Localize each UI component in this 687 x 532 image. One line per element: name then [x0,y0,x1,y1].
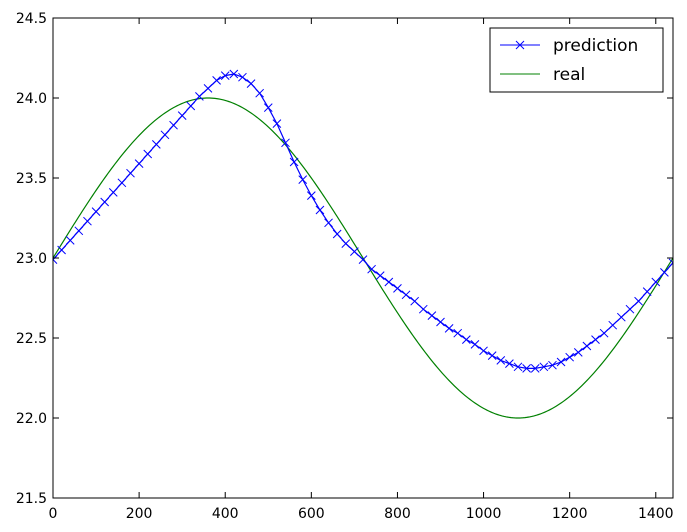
prediction-point [169,120,178,130]
prediction-point [651,277,661,287]
prediction-point [151,140,161,149]
prediction-point [108,188,118,197]
prediction-point [332,229,342,239]
prediction-point [229,69,239,79]
prediction-point [616,312,626,322]
prediction-point [427,311,437,320]
y-tick-label: 22.5 [16,331,47,347]
prediction-point [83,216,92,226]
prediction-point [289,157,299,167]
prediction-point [74,226,84,236]
prediction-point [436,317,445,327]
prediction-point [367,264,376,274]
prediction-point [384,277,394,287]
prediction-point [57,245,66,255]
prediction-point [306,191,316,200]
prediction-point [195,92,204,101]
prediction-point [513,362,523,372]
prediction-point [393,284,402,293]
prediction-point [272,119,282,128]
prediction-point [401,290,411,300]
prediction-point [203,84,213,93]
prediction-point [461,335,471,344]
prediction-point [281,138,290,148]
prediction-point [117,178,127,188]
prediction-point [160,130,170,140]
prediction-point [539,362,549,372]
axes: 0 200 400 600 800 1000 1200 1400 21.5 22.0 22.5 23.… [16,11,674,522]
prediction-point [470,340,480,349]
x-tick-label: 1000 [466,506,502,522]
prediction-point [599,328,609,338]
x-tick-label: 0 [49,506,58,522]
prediction-point [350,247,359,256]
prediction-point [375,271,385,280]
prediction-point [548,360,557,370]
legend-label-prediction: prediction [553,36,638,56]
prediction-point [453,328,463,338]
prediction-point [53,255,58,264]
prediction-point [418,304,428,314]
prediction-point [324,218,333,228]
prediction-point [100,197,110,207]
legend-marker-prediction [515,40,525,50]
prediction-point [212,76,221,85]
x-tick-label: 200 [126,506,153,522]
series-line-prediction [53,73,673,369]
prediction-point [255,88,265,98]
prediction-point [565,352,575,362]
x-tick-label: 800 [384,506,411,522]
y-tick-label: 24.0 [16,91,47,107]
prediction-point [263,103,273,112]
prediction-point [358,255,368,264]
prediction-point [91,207,101,216]
prediction-point [177,111,187,120]
prediction-point [186,101,196,111]
prediction-point [625,304,635,314]
y-tick-label: 24.5 [16,11,47,27]
prediction-point [522,364,531,373]
prediction-point [341,239,351,248]
prediction-point [505,359,514,368]
prediction-point [444,324,454,333]
prediction-point [298,175,308,184]
prediction-point [220,71,230,80]
prediction-point [608,320,618,330]
prediction-point [143,149,153,159]
x-tick-label: 1400 [638,506,674,522]
legend-label-real: real [553,65,585,85]
legend: prediction real [489,27,664,93]
y-tick-label: 22.0 [16,411,47,427]
prediction-point [573,348,583,357]
prediction-point [634,296,643,306]
prediction-point [126,168,135,178]
x-tick-label: 400 [212,506,239,522]
prediction-point [246,79,256,88]
series-line-real [53,97,673,419]
legend-box [489,27,664,93]
prediction-point [315,205,325,215]
y-tick-label: 21.5 [16,491,47,507]
x-tick-label: 1200 [552,506,588,522]
prediction-point [582,341,592,351]
prediction-point [496,356,506,365]
prediction-point [479,346,488,356]
y-tick-label: 23.0 [16,251,47,267]
prediction-point [410,296,420,306]
x-tick-label: 600 [298,506,325,522]
prediction-point [591,335,600,344]
prediction-point [642,287,652,296]
prediction-point [487,351,497,360]
prediction-point [238,72,247,82]
prediction-point [134,159,144,168]
prediction-point [530,364,540,373]
y-tick-label: 23.5 [16,171,47,187]
series-lines-layer [53,69,673,419]
prediction-point [668,258,673,268]
prediction-point [556,357,566,367]
prediction-point [660,268,669,277]
prediction-point [65,236,75,245]
